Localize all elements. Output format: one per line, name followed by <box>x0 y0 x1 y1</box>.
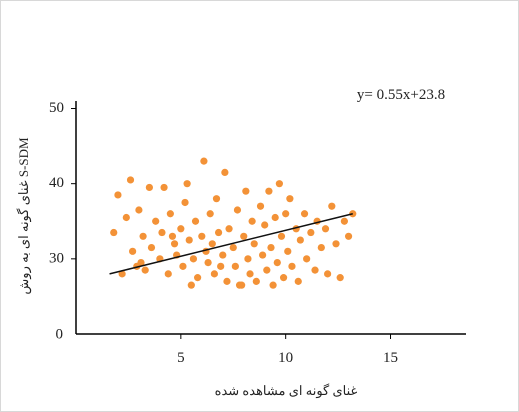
point <box>275 180 283 188</box>
y-tick-label: 30 <box>49 250 64 266</box>
point <box>261 221 269 229</box>
point <box>145 183 153 192</box>
point <box>279 274 288 282</box>
point <box>242 187 250 195</box>
point <box>349 210 357 218</box>
point <box>191 217 200 225</box>
point <box>248 217 256 225</box>
point <box>303 255 311 263</box>
point <box>126 176 135 184</box>
point <box>250 240 258 248</box>
point <box>166 210 174 218</box>
point <box>198 232 206 240</box>
point <box>139 232 147 240</box>
point <box>336 274 344 282</box>
point <box>252 277 260 285</box>
point <box>344 232 353 240</box>
point <box>229 243 237 252</box>
y-origin-label: 0 <box>56 326 64 342</box>
point <box>240 232 248 240</box>
point <box>183 180 191 188</box>
point <box>265 187 273 195</box>
point <box>219 251 227 259</box>
point <box>137 258 145 267</box>
x-axis-title: غنای گونه ای مشاهده شده <box>215 383 358 399</box>
point <box>225 225 233 233</box>
point <box>177 225 185 233</box>
point <box>217 262 225 270</box>
point <box>168 232 177 240</box>
y-tick-label: 40 <box>49 175 64 191</box>
point <box>147 243 156 252</box>
point <box>189 255 198 263</box>
point <box>135 206 143 214</box>
point <box>328 202 336 210</box>
trendline <box>109 213 353 275</box>
point <box>122 213 130 222</box>
point <box>208 240 216 248</box>
point <box>129 247 137 255</box>
point <box>286 195 294 203</box>
point <box>158 228 166 237</box>
point <box>110 228 118 237</box>
point <box>277 232 286 240</box>
point <box>267 243 275 252</box>
point <box>246 270 254 278</box>
point <box>206 210 214 218</box>
point <box>231 262 239 270</box>
point <box>187 281 195 289</box>
point <box>164 270 172 278</box>
point <box>200 157 208 165</box>
x-tick-label: 10 <box>278 350 293 366</box>
point <box>210 270 218 278</box>
point <box>311 266 319 274</box>
y-axis-title: غنای گونه ای به روش S-SDM <box>16 137 32 295</box>
point <box>269 281 277 289</box>
point <box>282 210 290 218</box>
point <box>284 247 292 255</box>
point <box>204 258 212 267</box>
x-tick-label: 5 <box>177 350 185 366</box>
point <box>256 202 265 210</box>
point <box>321 225 330 233</box>
y-tick-label: 50 <box>49 100 64 116</box>
point <box>233 206 242 214</box>
point <box>214 228 223 237</box>
point <box>212 195 221 203</box>
point <box>244 255 252 263</box>
point <box>263 266 271 274</box>
x-tick-label: 15 <box>383 350 398 366</box>
point <box>288 262 296 270</box>
point <box>179 262 187 270</box>
point <box>294 277 302 285</box>
point <box>332 240 340 248</box>
point <box>259 251 267 259</box>
point <box>273 258 281 267</box>
point <box>300 210 309 218</box>
point <box>170 240 179 248</box>
point <box>221 168 229 177</box>
point <box>114 191 122 199</box>
point <box>152 217 160 225</box>
point <box>324 270 332 278</box>
point <box>340 217 348 225</box>
point <box>160 183 168 192</box>
point <box>141 266 149 274</box>
point <box>185 236 193 244</box>
point <box>118 270 126 278</box>
point <box>317 243 325 252</box>
point <box>194 274 202 282</box>
point <box>238 281 246 289</box>
point <box>296 236 304 244</box>
point <box>181 198 189 207</box>
equation: y= 0.55x+23.8 <box>357 87 445 103</box>
point <box>307 228 315 237</box>
point <box>271 213 279 222</box>
point <box>223 277 231 285</box>
